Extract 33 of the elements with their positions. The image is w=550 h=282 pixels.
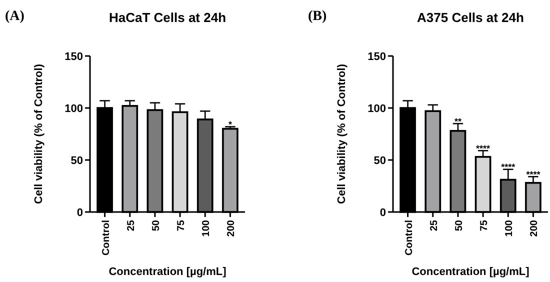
- annotation: ****: [526, 170, 541, 180]
- y-tick-label: 150: [368, 50, 386, 63]
- text: (A): [5, 9, 25, 24]
- annotation: **: [454, 116, 462, 126]
- x-tick-label: 75: [176, 220, 188, 232]
- x-tick-label: 50: [454, 220, 465, 232]
- chart-title: HaCaT Cells at 24h: [108, 10, 226, 25]
- x-tick-label: 25: [126, 220, 137, 232]
- x-axis-title: Concentration [µg/mL]: [108, 266, 227, 278]
- y-tick-label: 100: [368, 102, 386, 115]
- x-tick-label: 25: [428, 220, 440, 232]
- y-axis-title: Cell viability (% of Control): [336, 64, 348, 204]
- y-tick-label: 150: [64, 50, 83, 63]
- y-tick-label: 50: [70, 154, 83, 167]
- y-tick-label: 0: [380, 206, 386, 219]
- x-tick-label: Control: [100, 220, 112, 256]
- annotation: *: [228, 120, 232, 130]
- y-tick-label: 100: [64, 102, 83, 115]
- x-tick-label: 100: [504, 220, 516, 237]
- x-tick-label: 200: [529, 220, 540, 237]
- y-tick-label: 50: [374, 154, 386, 167]
- chart-title: A375 Cells at 24h: [417, 10, 524, 25]
- x-axis-title: Concentration [µg/mL]: [412, 266, 530, 278]
- y-tick-label: 0: [76, 206, 83, 219]
- x-tick-label: Control: [404, 220, 415, 256]
- y-axis-title: Cell viability (% of Control): [33, 64, 45, 204]
- x-tick-label: 200: [226, 220, 238, 237]
- x-tick-label: 50: [150, 220, 162, 232]
- annotation: ****: [501, 162, 516, 172]
- x-tick-label: 75: [479, 220, 490, 232]
- x-tick-label: 100: [201, 220, 212, 237]
- text: (B): [308, 9, 327, 24]
- annotation: ****: [476, 144, 491, 154]
